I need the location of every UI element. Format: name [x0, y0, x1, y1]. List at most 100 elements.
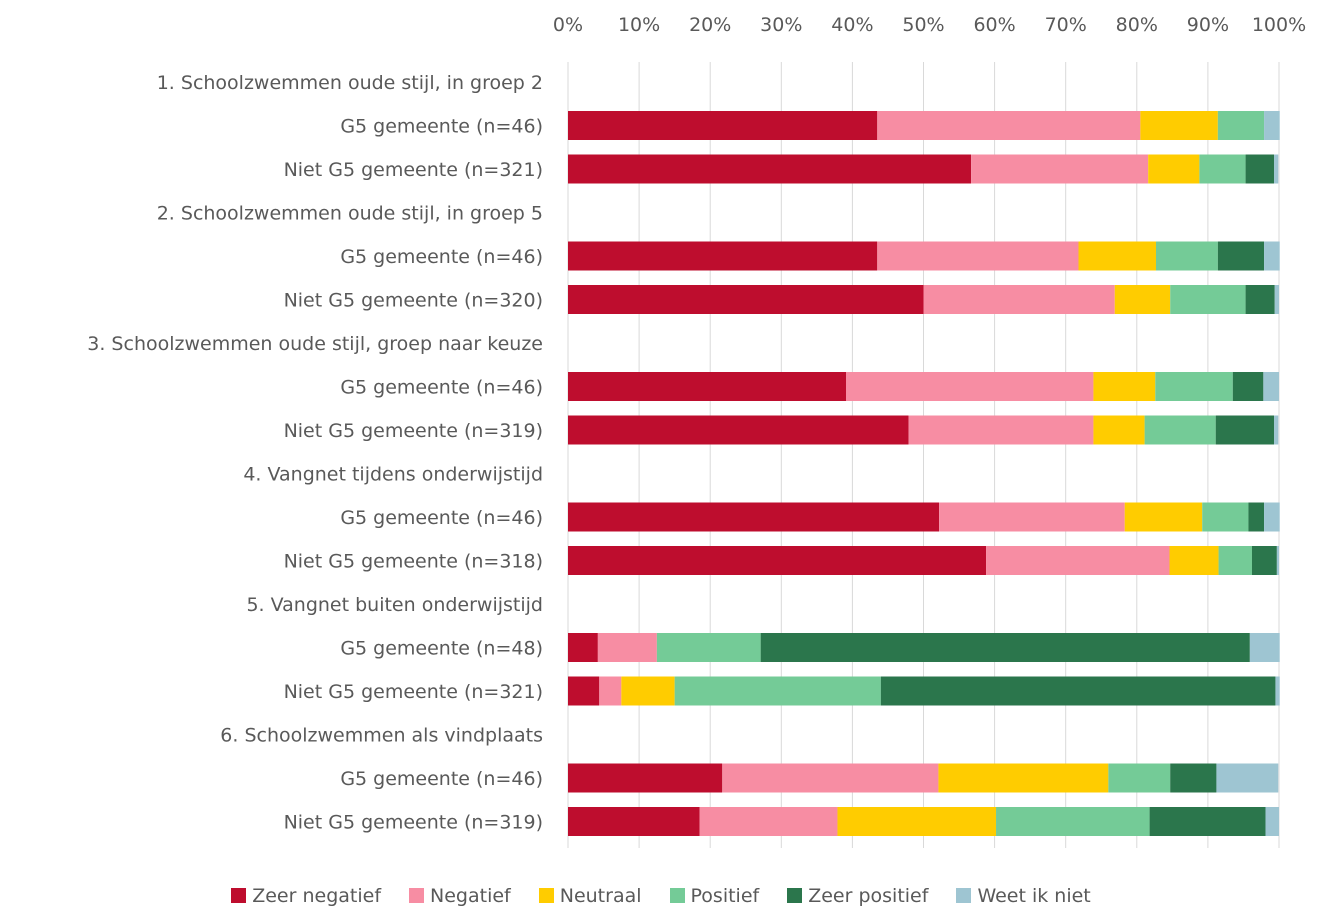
- bar-segment: [1263, 372, 1279, 401]
- bar-segment: [1248, 502, 1265, 532]
- x-tick-label: 0%: [553, 14, 583, 36]
- category-label: Niet G5 gemeente (n=320): [284, 290, 543, 312]
- bar-segment: [986, 546, 1170, 575]
- bar-segment: [996, 807, 1150, 836]
- bar-segment: [1148, 154, 1200, 184]
- bar-segment: [1169, 546, 1219, 575]
- bar-segment: [1114, 285, 1171, 314]
- bar-segment: [1170, 285, 1246, 314]
- category-label: Niet G5 gemeente (n=319): [284, 420, 543, 442]
- bar-segment: [1274, 285, 1279, 314]
- bar-segment: [1276, 546, 1279, 575]
- bar-segment: [568, 633, 598, 662]
- bar-segment: [568, 763, 723, 793]
- bar-segment: [1274, 154, 1279, 184]
- x-tick-label: 30%: [760, 14, 802, 36]
- x-tick-label: 80%: [1116, 14, 1158, 36]
- x-tick-label: 100%: [1252, 14, 1306, 36]
- bar-segment: [877, 241, 1079, 271]
- row-labels: 1. Schoolzwemmen oude stijl, in groep 2 G…: [87, 72, 543, 834]
- legend-item: Weet ik niet: [956, 884, 1091, 907]
- bar-segment: [1124, 502, 1203, 532]
- bar-segment: [1251, 546, 1277, 575]
- bar-segment: [1202, 502, 1249, 532]
- group-header-label: 3. Schoolzwemmen oude stijl, groep naar …: [87, 333, 543, 355]
- bar-segment: [597, 633, 657, 662]
- legend-item: Zeer positief: [787, 885, 928, 907]
- x-tick-label: 50%: [902, 14, 944, 36]
- bar-segment: [568, 241, 878, 271]
- bar-segment: [568, 372, 847, 401]
- legend-item: Zeer negatief: [231, 885, 381, 907]
- legend-swatch: [538, 888, 554, 903]
- bar-segment: [880, 676, 1276, 706]
- bar-segment: [1217, 111, 1265, 140]
- legend-label: Negatief: [430, 884, 511, 907]
- category-label: G5 gemeente (n=46): [340, 768, 543, 790]
- bar-segment: [908, 415, 1094, 445]
- category-label: Niet G5 gemeente (n=319): [284, 812, 543, 834]
- bar-segment: [599, 676, 622, 706]
- legend-label: Positief: [690, 884, 760, 907]
- bars: [568, 111, 1280, 836]
- category-label: Niet G5 gemeente (n=318): [284, 551, 543, 573]
- bar-segment: [1245, 285, 1275, 314]
- legend-label: Zeer negatief: [252, 884, 382, 907]
- category-label: G5 gemeente (n=46): [340, 377, 543, 399]
- category-label: Niet G5 gemeente (n=321): [284, 681, 543, 703]
- bar-segment: [1264, 502, 1280, 532]
- bar-segment: [846, 372, 1094, 401]
- bar-segment: [568, 285, 924, 314]
- bar-segment: [674, 676, 881, 706]
- bar-segment: [568, 676, 600, 706]
- legend-swatch: [956, 888, 972, 903]
- legend-swatch: [669, 888, 685, 903]
- bar-segment: [1093, 372, 1156, 401]
- bar-segment: [1274, 415, 1279, 445]
- bar-segment: [568, 415, 909, 445]
- bar-segment: [877, 111, 1141, 140]
- bar-segment: [1170, 763, 1217, 793]
- legend-item: Negatief: [409, 885, 511, 907]
- legend-label: Neutraal: [559, 884, 642, 907]
- bar-segment: [568, 807, 700, 836]
- bar-segment: [939, 502, 1125, 532]
- bar-segment: [1108, 763, 1171, 793]
- legend-swatch: [409, 888, 425, 903]
- legend-item: Neutraal: [538, 884, 642, 907]
- legend-label: Weet ik niet: [977, 884, 1091, 907]
- bar-segment: [760, 633, 1250, 662]
- bar-segment: [971, 154, 1149, 184]
- bar-segment: [722, 763, 939, 793]
- bar-segment: [1217, 241, 1265, 271]
- bar-segment: [621, 676, 675, 706]
- x-tick-label: 20%: [689, 14, 731, 36]
- bar-segment: [938, 763, 1109, 793]
- bar-segment: [1245, 154, 1275, 184]
- group-header-label: 1. Schoolzwemmen oude stijl, in groep 2: [157, 72, 543, 94]
- category-label: G5 gemeente (n=46): [340, 246, 543, 268]
- group-header-label: 6. Schoolzwemmen als vindplaats: [220, 725, 543, 747]
- bar-segment: [1232, 372, 1264, 401]
- group-header-label: 4. Vangnet tijdens onderwijstijd: [243, 464, 543, 486]
- legend-label: Zeer positief: [808, 884, 929, 907]
- bar-segment: [568, 502, 940, 532]
- legend-swatch: [787, 888, 803, 903]
- bar-segment: [1140, 111, 1218, 140]
- bar-segment: [1264, 111, 1280, 140]
- bar-segment: [1218, 546, 1252, 575]
- bar-segment: [1275, 676, 1280, 706]
- x-tick-label: 60%: [973, 14, 1015, 36]
- category-label: G5 gemeente (n=46): [340, 116, 543, 138]
- bar-segment: [1265, 807, 1279, 836]
- bar-segment: [1155, 372, 1233, 401]
- x-tick-label: 40%: [831, 14, 873, 36]
- group-header-label: 2. Schoolzwemmen oude stijl, in groep 5: [157, 203, 543, 225]
- bar-segment: [1144, 415, 1216, 445]
- legend-swatch: [231, 888, 247, 903]
- bar-segment: [1215, 415, 1275, 445]
- bar-segment: [1199, 154, 1246, 184]
- bar-segment: [1078, 241, 1156, 271]
- bar-segment: [1093, 415, 1145, 445]
- bar-segment: [568, 546, 987, 575]
